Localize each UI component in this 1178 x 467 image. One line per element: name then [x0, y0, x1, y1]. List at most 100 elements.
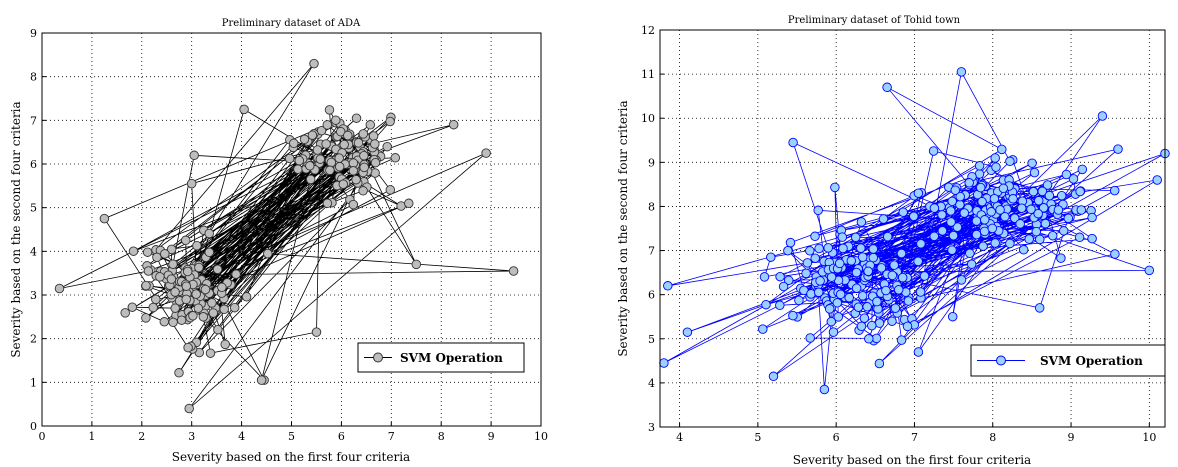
- chart-tohid-point-109: [946, 217, 956, 227]
- chart-tohid-point-172: [823, 243, 833, 253]
- chart-tohid-point-341: [863, 266, 873, 277]
- chart-tohid-point-211: [805, 333, 815, 343]
- chart-tohid-point-179: [785, 237, 796, 248]
- chart-ada-point-254: [184, 403, 194, 414]
- chart-ada-point-73: [166, 244, 177, 255]
- chart-ada-point-78: [385, 185, 396, 195]
- chart-ada-point-194: [312, 145, 323, 155]
- chart-ada-point-125: [143, 266, 154, 276]
- chart-ada-point-210: [193, 303, 204, 313]
- chart-tohid-point-321: [813, 287, 824, 298]
- chart-tohid-point-38: [814, 243, 824, 254]
- chart-ada-point-231: [168, 259, 178, 269]
- chart-ada-point-119: [299, 134, 310, 145]
- chart-tohid-ylabel: Severity based on the second four criter…: [616, 100, 630, 356]
- chart-ada-point-224: [334, 161, 345, 172]
- chart-ada-point-206: [152, 252, 162, 263]
- chart-tohid-ytick-label-0: 3: [648, 421, 655, 434]
- chart-tohid-point-335: [826, 272, 837, 282]
- chart-tohid-point-117: [928, 146, 939, 156]
- chart-tohid-point-29: [1027, 158, 1037, 168]
- chart-ada-point-149: [404, 198, 414, 209]
- chart-ada-ytick-label-1: 1: [30, 376, 37, 389]
- chart-tohid-point-276: [919, 271, 930, 281]
- chart-ada-xtick-label-1: 1: [88, 430, 95, 443]
- chart-tohid-point-224: [1076, 205, 1087, 215]
- chart-ada-point-264: [182, 266, 193, 277]
- chart-tohid-xlabel: Severity based on the first four criteri…: [793, 453, 1031, 467]
- chart-ada-point-33: [142, 247, 153, 257]
- chart-ada-point-182: [204, 247, 215, 258]
- chart-tohid-point-333: [977, 196, 987, 207]
- chart-tohid-point-198: [806, 289, 816, 299]
- chart-ada-point-240: [307, 130, 318, 140]
- chart-ada-point-209: [351, 174, 361, 185]
- chart-ada-point-211: [305, 174, 316, 185]
- chart-tohid-series-line: [663, 70, 1166, 390]
- chart-ada-point-219: [348, 199, 359, 210]
- chart-ada-point-30: [148, 302, 158, 313]
- chart-tohid-legend-marker: [996, 355, 1006, 366]
- chart-ada-xtick-label-7: 7: [388, 430, 395, 443]
- chart-ada-point-198: [326, 157, 337, 168]
- chart-ada-point-230: [189, 150, 199, 161]
- chart-tohid-point-277: [867, 320, 877, 331]
- chart-tohid-point-215: [893, 285, 904, 295]
- chart-tohid-point-115: [937, 210, 947, 220]
- chart-tohid-ticks: 4 5 6 7 8 9 10 3 4 5 6 7 8 9 10 11 12: [641, 24, 1156, 444]
- chart-ada-ylabel: Severity based on the second four criter…: [9, 101, 23, 357]
- chart-tohid-point-329: [956, 67, 967, 77]
- chart-ada-point-145: [284, 153, 295, 164]
- chart-tohid-point-238: [874, 358, 885, 369]
- chart-ada-point-7: [351, 113, 362, 123]
- chart-ada-ytick-label-0: 0: [30, 420, 37, 433]
- chart-ada-legend: SVM Operation: [357, 342, 525, 373]
- chart-tohid-point-240: [964, 178, 974, 188]
- chart-ada-point-246: [311, 327, 322, 337]
- chart-tohid-point-82: [833, 312, 844, 322]
- chart-tohid-point-336: [1044, 190, 1055, 201]
- chart-tohid-point-292: [947, 245, 957, 255]
- chart-tohid-point-234: [1000, 211, 1010, 222]
- chart-tohid-point-239: [1113, 144, 1123, 154]
- chart-tohid-point-331: [989, 193, 1000, 204]
- chart-tohid-point-89: [1077, 164, 1088, 175]
- chart-ada-point-122: [180, 235, 191, 246]
- chart-tohid-point-278: [868, 244, 879, 254]
- chart-ada-title: Preliminary dataset of ADA: [222, 18, 361, 29]
- chart-ada-point-54: [368, 131, 379, 141]
- chart-ada-xtick-label-9: 9: [488, 430, 495, 443]
- chart-tohid-point-304: [971, 216, 982, 226]
- chart-ada-point-256: [160, 249, 170, 259]
- chart-tohid-point-207: [1075, 186, 1085, 197]
- chart-tohid-point-343: [864, 334, 874, 344]
- chart-ada-point-167: [192, 240, 202, 251]
- chart-ada-ytick-label-5: 5: [30, 202, 37, 215]
- chart-ada-point-258: [339, 139, 349, 150]
- chart-tohid-ytick-label-9: 12: [641, 24, 655, 37]
- chart-ada-point-214: [159, 317, 170, 327]
- chart-tohid-point-298: [815, 276, 825, 286]
- chart-tohid-xtick-label-5: 9: [1068, 431, 1075, 444]
- chart-tohid-point-332: [887, 270, 898, 281]
- chart-tohid-xtick-label-4: 8: [989, 431, 996, 444]
- chart-tohid-point-305: [766, 252, 776, 262]
- chart-tohid-point-208: [948, 230, 959, 241]
- chart-tohid-point-227: [1026, 204, 1036, 215]
- chart-tohid-point-121: [997, 144, 1007, 155]
- chart-tohid-point-318: [986, 207, 996, 217]
- chart-tohid-point-324: [979, 215, 990, 225]
- chart-ada-point-159: [128, 246, 139, 256]
- chart-ada-point-36: [293, 164, 303, 174]
- chart-tohid-point-120: [882, 82, 892, 93]
- chart-tohid-point-30: [775, 300, 785, 311]
- chart-tohid-point-201: [1144, 265, 1155, 276]
- chart-ada-point-261: [385, 116, 395, 127]
- chart-tohid-point-175: [945, 206, 956, 216]
- chart-tohid-point-261: [929, 231, 939, 242]
- chart-tohid-point-311: [837, 232, 848, 242]
- chart-ada-point-200: [325, 165, 335, 176]
- chart-tohid-point-301: [929, 203, 940, 213]
- chart-tohid-legend-label: SVM Operation: [1040, 354, 1143, 368]
- chart-tohid-point-199: [890, 303, 901, 313]
